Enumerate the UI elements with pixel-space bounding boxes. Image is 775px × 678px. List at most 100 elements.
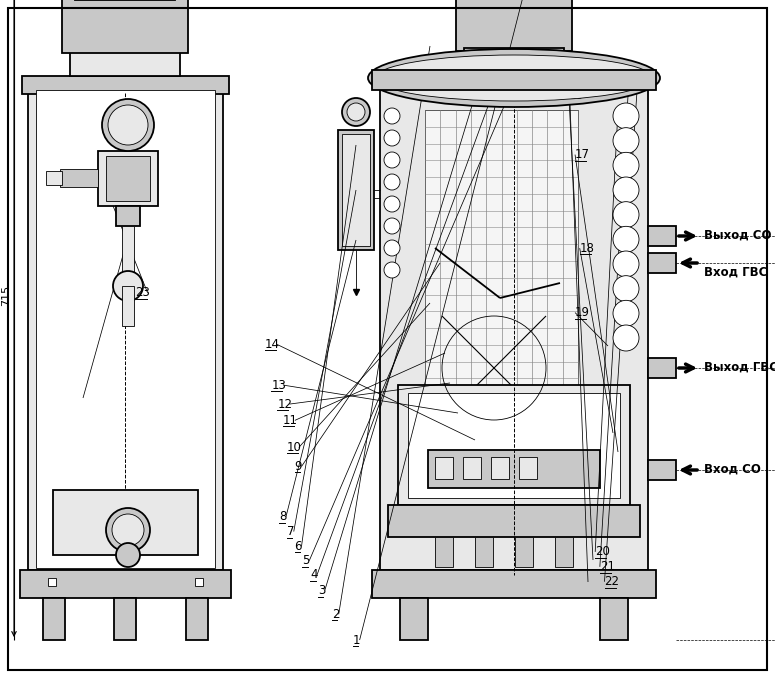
Circle shape: [613, 251, 639, 277]
Bar: [342, 134, 370, 246]
Bar: [428, 450, 600, 488]
Text: 12: 12: [277, 397, 292, 411]
Text: Выход СО: Выход СО: [704, 229, 771, 242]
Circle shape: [613, 103, 639, 129]
Bar: [380, 88, 648, 570]
Text: 5: 5: [302, 554, 310, 567]
Text: 9: 9: [294, 460, 302, 473]
Bar: [338, 130, 374, 250]
Bar: [372, 70, 656, 90]
Text: 18: 18: [580, 241, 594, 255]
Bar: [372, 570, 656, 598]
Circle shape: [613, 325, 639, 351]
Bar: [122, 286, 134, 326]
Ellipse shape: [375, 55, 653, 101]
Circle shape: [106, 508, 150, 552]
Bar: [28, 88, 223, 570]
Circle shape: [384, 174, 400, 190]
Circle shape: [384, 240, 400, 256]
Circle shape: [384, 262, 400, 278]
Circle shape: [384, 196, 400, 212]
Text: 715: 715: [1, 285, 11, 306]
Circle shape: [613, 300, 639, 326]
Bar: [491, 457, 509, 479]
Bar: [43, 598, 65, 640]
Text: 23: 23: [136, 286, 150, 300]
Bar: [398, 385, 630, 505]
Text: 17: 17: [575, 148, 590, 161]
Text: 11: 11: [283, 414, 298, 427]
Bar: [648, 226, 676, 246]
Bar: [116, 206, 140, 226]
Bar: [435, 457, 453, 479]
Text: 24: 24: [130, 180, 145, 193]
Bar: [400, 598, 428, 640]
Bar: [408, 393, 620, 498]
Ellipse shape: [368, 49, 660, 107]
Bar: [519, 457, 537, 479]
Text: 21: 21: [600, 560, 615, 574]
Bar: [186, 598, 208, 640]
Bar: [62, 0, 188, 53]
Text: 10: 10: [287, 441, 301, 454]
Bar: [555, 537, 573, 567]
Circle shape: [384, 130, 400, 146]
Text: 7: 7: [287, 525, 294, 538]
Text: 22: 22: [604, 575, 619, 589]
Circle shape: [342, 98, 370, 126]
Bar: [648, 253, 676, 273]
Circle shape: [102, 99, 154, 151]
Text: 15: 15: [569, 66, 584, 79]
Bar: [22, 76, 229, 94]
Text: Выход ГВС: Выход ГВС: [704, 361, 775, 374]
Bar: [60, 169, 98, 187]
Circle shape: [384, 218, 400, 234]
Bar: [464, 48, 564, 76]
Bar: [388, 505, 640, 537]
Circle shape: [108, 105, 148, 145]
Circle shape: [613, 127, 639, 154]
Circle shape: [613, 177, 639, 203]
Circle shape: [112, 514, 144, 546]
Text: Вход СО: Вход СО: [704, 463, 761, 476]
Circle shape: [613, 201, 639, 228]
Circle shape: [113, 271, 143, 301]
Text: 4: 4: [310, 568, 318, 582]
Bar: [425, 110, 578, 412]
Bar: [600, 598, 628, 640]
Text: 6: 6: [294, 540, 302, 553]
Circle shape: [613, 226, 639, 252]
Bar: [195, 578, 203, 586]
Bar: [53, 490, 198, 555]
Circle shape: [384, 152, 400, 168]
Text: 16: 16: [569, 89, 584, 102]
Text: 8: 8: [279, 510, 287, 523]
Circle shape: [347, 103, 365, 121]
Text: 2: 2: [332, 607, 339, 621]
Text: 19: 19: [575, 306, 590, 319]
Text: Вход ГВС: Вход ГВС: [704, 266, 767, 279]
Bar: [36, 90, 215, 568]
Bar: [48, 578, 56, 586]
Circle shape: [384, 108, 400, 124]
Bar: [648, 358, 676, 378]
Bar: [122, 226, 134, 286]
Bar: [46, 171, 62, 185]
Bar: [114, 598, 136, 640]
Bar: [456, 0, 572, 51]
Text: 3: 3: [318, 584, 326, 597]
Bar: [98, 151, 158, 206]
Bar: [463, 457, 481, 479]
Bar: [475, 537, 493, 567]
Text: 1: 1: [353, 633, 360, 647]
Circle shape: [613, 153, 639, 178]
Circle shape: [116, 543, 140, 567]
Text: 20: 20: [595, 545, 610, 559]
Bar: [648, 460, 676, 480]
Text: 14: 14: [265, 338, 280, 351]
Bar: [435, 537, 453, 567]
Text: 13: 13: [271, 378, 286, 392]
Bar: [70, 48, 180, 76]
Bar: [106, 156, 150, 201]
Bar: [20, 570, 231, 598]
